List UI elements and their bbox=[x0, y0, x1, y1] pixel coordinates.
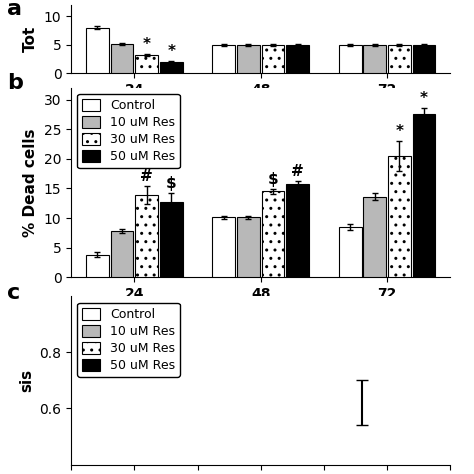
Bar bbox=[237, 45, 260, 73]
Text: #: # bbox=[140, 169, 153, 184]
X-axis label: Treatment time (h): Treatment time (h) bbox=[179, 307, 342, 321]
Bar bbox=[413, 114, 436, 277]
Legend: Control, 10 uM Res, 30 uM Res, 50 uM Res: Control, 10 uM Res, 30 uM Res, 50 uM Res bbox=[77, 302, 180, 377]
Bar bbox=[339, 45, 362, 73]
Text: #: # bbox=[292, 164, 304, 179]
Bar bbox=[262, 191, 284, 277]
Bar bbox=[86, 27, 109, 73]
Bar bbox=[86, 255, 109, 277]
Bar bbox=[388, 45, 411, 73]
Bar bbox=[286, 45, 309, 73]
Text: a: a bbox=[7, 0, 22, 19]
Bar bbox=[339, 227, 362, 277]
Text: b: b bbox=[7, 73, 22, 92]
Y-axis label: % Dead cells: % Dead cells bbox=[23, 128, 38, 237]
Text: $: $ bbox=[268, 172, 278, 187]
Bar bbox=[413, 45, 436, 73]
Bar bbox=[160, 202, 182, 277]
Text: *: * bbox=[143, 36, 151, 52]
Legend: Control, 10 uM Res, 30 uM Res, 50 uM Res: Control, 10 uM Res, 30 uM Res, 50 uM Res bbox=[77, 94, 180, 168]
Bar bbox=[110, 44, 133, 73]
Bar bbox=[388, 156, 411, 277]
Y-axis label: Tot: Tot bbox=[23, 26, 38, 52]
Text: c: c bbox=[7, 283, 20, 303]
Text: *: * bbox=[395, 124, 403, 138]
Bar bbox=[364, 45, 386, 73]
Bar bbox=[110, 231, 133, 277]
Bar bbox=[364, 197, 386, 277]
Text: $: $ bbox=[166, 176, 177, 191]
Text: *: * bbox=[167, 44, 175, 59]
Text: *: * bbox=[420, 91, 428, 106]
Bar bbox=[212, 45, 235, 73]
Bar bbox=[286, 184, 309, 277]
Bar bbox=[135, 55, 158, 73]
Bar bbox=[237, 218, 260, 277]
Bar bbox=[262, 45, 284, 73]
Bar bbox=[135, 195, 158, 277]
Y-axis label: sis: sis bbox=[19, 369, 34, 392]
Bar bbox=[212, 218, 235, 277]
Bar bbox=[160, 62, 182, 73]
